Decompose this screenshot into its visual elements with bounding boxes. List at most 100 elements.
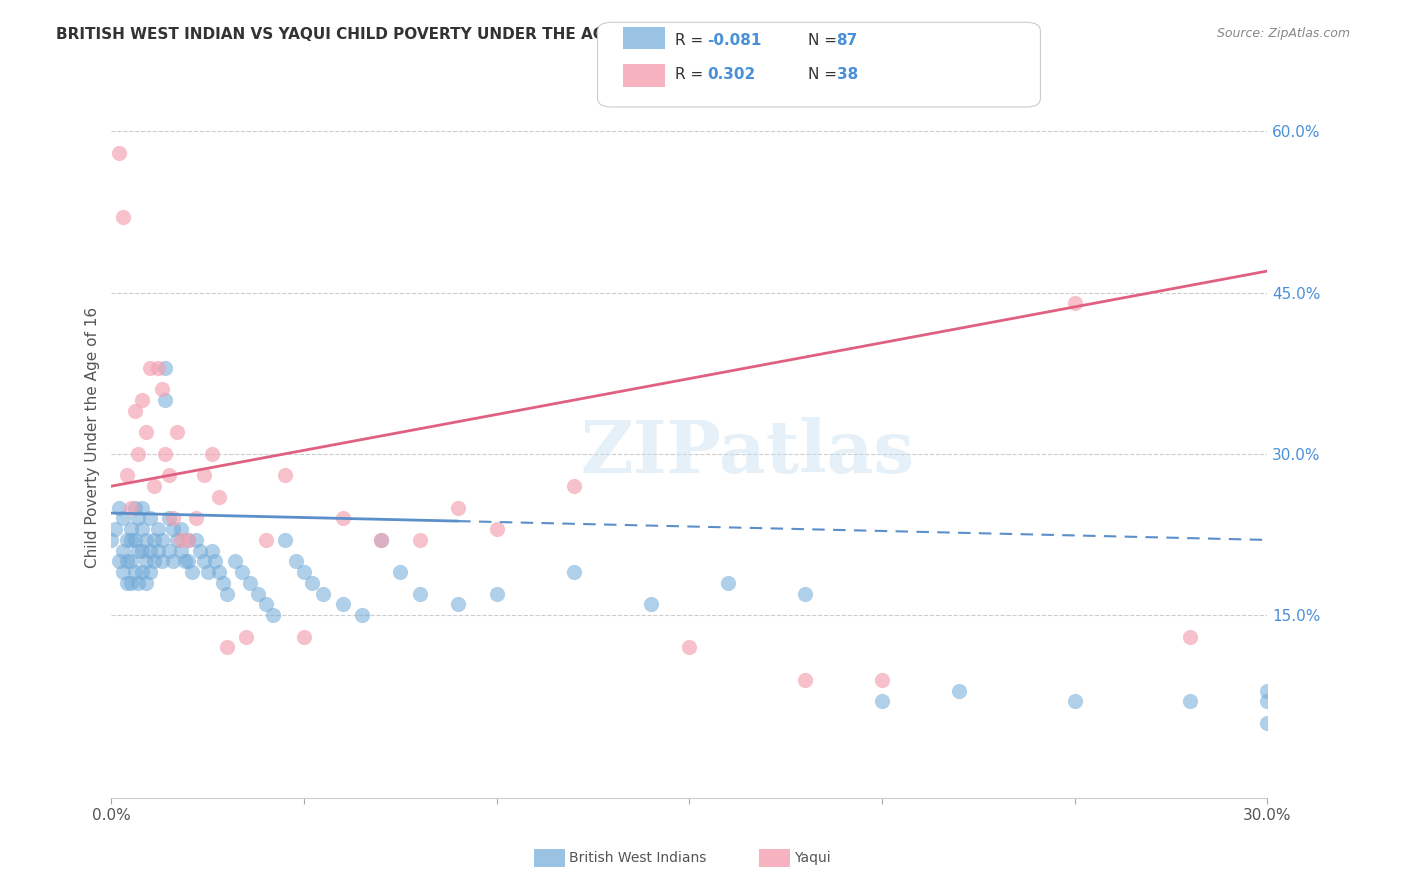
Point [162, 554, 184, 568]
Point [640, 598, 662, 612]
Point [166, 533, 188, 547]
Point [177, 533, 200, 547]
Point [262, 608, 284, 623]
Point [235, 630, 257, 644]
Point [332, 598, 354, 612]
Point [135, 425, 157, 440]
Point [370, 533, 392, 547]
Point [239, 576, 262, 591]
Point [135, 533, 157, 547]
Point [562, 479, 585, 493]
Y-axis label: Child Poverty Under the Age of 16: Child Poverty Under the Age of 16 [86, 307, 100, 568]
Text: -0.081: -0.081 [707, 33, 762, 47]
Point [120, 522, 142, 536]
Point [120, 554, 142, 568]
Point [127, 576, 149, 591]
Point [562, 565, 585, 579]
Point [181, 565, 204, 579]
Text: Yaqui: Yaqui [794, 851, 831, 865]
Point [131, 522, 153, 536]
Point [127, 447, 149, 461]
Point [485, 587, 508, 601]
Point [274, 468, 297, 483]
Point [1063, 694, 1085, 708]
Text: ZIPatlas: ZIPatlas [581, 417, 914, 488]
Point [1256, 694, 1278, 708]
Point [370, 533, 392, 547]
Point [312, 587, 335, 601]
Point [139, 360, 162, 375]
Point [111, 211, 134, 225]
Point [131, 393, 153, 408]
Point [200, 447, 222, 461]
Point [124, 500, 146, 515]
Point [177, 533, 200, 547]
Point [108, 500, 131, 515]
Point [139, 543, 162, 558]
Text: 87: 87 [837, 33, 858, 47]
Point [104, 522, 127, 536]
Point [208, 565, 231, 579]
Point [155, 447, 177, 461]
Point [173, 554, 195, 568]
Text: R =: R = [675, 33, 709, 47]
Point [127, 511, 149, 525]
Point [170, 522, 193, 536]
Point [146, 543, 169, 558]
Point [146, 522, 169, 536]
Point [1180, 694, 1202, 708]
Point [717, 576, 740, 591]
Point [150, 554, 173, 568]
Point [193, 468, 215, 483]
Text: BRITISH WEST INDIAN VS YAQUI CHILD POVERTY UNDER THE AGE OF 16 CORRELATION CHART: BRITISH WEST INDIAN VS YAQUI CHILD POVER… [56, 27, 859, 42]
Point [274, 533, 297, 547]
Point [157, 511, 180, 525]
Text: N =: N = [808, 67, 842, 81]
Point [292, 565, 315, 579]
Point [111, 565, 134, 579]
Point [204, 554, 226, 568]
Point [197, 565, 219, 579]
Point [794, 673, 817, 687]
Point [139, 565, 162, 579]
Point [215, 587, 238, 601]
Point [142, 479, 165, 493]
Point [155, 393, 177, 408]
Point [131, 543, 153, 558]
Point [447, 500, 470, 515]
Text: R =: R = [675, 67, 709, 81]
Point [200, 543, 222, 558]
Point [193, 554, 215, 568]
Point [1256, 683, 1278, 698]
Point [208, 490, 231, 504]
Text: Source: ZipAtlas.com: Source: ZipAtlas.com [1216, 27, 1350, 40]
Point [127, 543, 149, 558]
Point [332, 511, 354, 525]
Point [447, 598, 470, 612]
Point [224, 554, 246, 568]
Point [150, 533, 173, 547]
Point [115, 576, 138, 591]
Point [292, 630, 315, 644]
Point [870, 673, 893, 687]
Point [166, 425, 188, 440]
Point [124, 404, 146, 418]
Point [215, 640, 238, 655]
Point [150, 382, 173, 396]
Point [870, 694, 893, 708]
Text: 0.302: 0.302 [707, 67, 755, 81]
Text: British West Indians: British West Indians [569, 851, 707, 865]
Point [120, 576, 142, 591]
Point [170, 533, 193, 547]
Point [162, 522, 184, 536]
Point [285, 554, 308, 568]
Point [408, 587, 430, 601]
Point [794, 587, 817, 601]
Point [231, 565, 253, 579]
Point [157, 543, 180, 558]
Point [124, 533, 146, 547]
Point [254, 533, 277, 547]
Point [678, 640, 700, 655]
Point [108, 145, 131, 160]
Point [389, 565, 412, 579]
